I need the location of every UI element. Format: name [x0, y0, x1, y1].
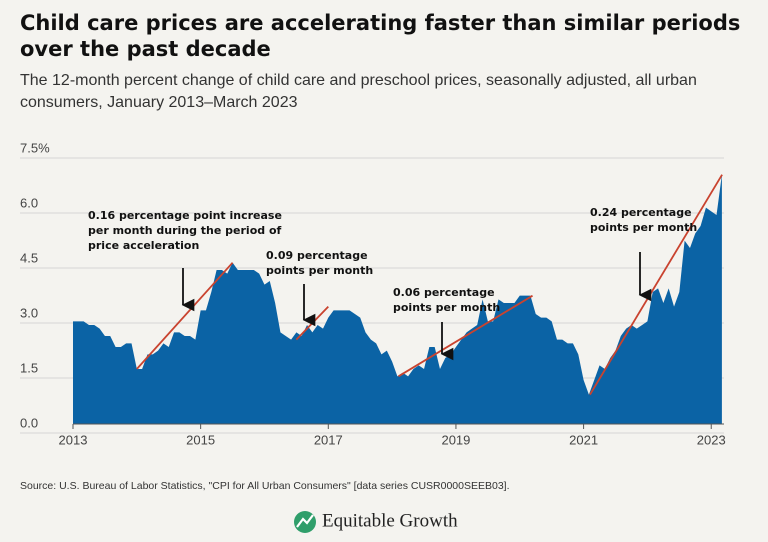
annotation-text: points per month	[590, 221, 697, 234]
chart-title: Child care prices are accelerating faste…	[20, 11, 741, 61]
y-tick-label: 7.5%	[20, 140, 50, 155]
trend-line	[398, 294, 533, 378]
chart-subtitle: The 12-month percent change of child car…	[20, 72, 697, 111]
annotation-text: 0.16 percentage point increase	[88, 209, 282, 222]
x-tick-label: 2015	[186, 432, 215, 447]
annotation-text: price acceleration	[88, 239, 199, 252]
annotation-text: 0.09 percentage	[266, 249, 368, 262]
annotation-text: per month during the period of	[88, 224, 282, 237]
brand-logo-icon	[294, 511, 316, 533]
x-tick-label: 2017	[314, 432, 343, 447]
x-tick-label: 2013	[59, 432, 88, 447]
y-tick-label: 3.0	[20, 305, 38, 320]
trend-line	[136, 262, 234, 370]
y-tick-label: 0.0	[20, 415, 38, 430]
brand-name: Equitable Growth	[322, 510, 458, 531]
x-tick-label: 2019	[441, 432, 470, 447]
x-tick-label: 2021	[569, 432, 598, 447]
annotation-text: points per month	[266, 264, 373, 277]
annotation-text: 0.24 percentage	[590, 206, 692, 219]
source-note: Source: U.S. Bureau of Labor Statistics,…	[20, 480, 510, 492]
x-tick-label: 2023	[697, 432, 726, 447]
annotation-text: points per month	[393, 301, 500, 314]
area	[73, 174, 722, 424]
y-tick-label: 1.5	[20, 360, 38, 375]
y-tick-label: 6.0	[20, 195, 38, 210]
annotation-text: 0.06 percentage	[393, 286, 495, 299]
y-tick-label: 4.5	[20, 250, 38, 265]
trend-line	[589, 174, 723, 396]
